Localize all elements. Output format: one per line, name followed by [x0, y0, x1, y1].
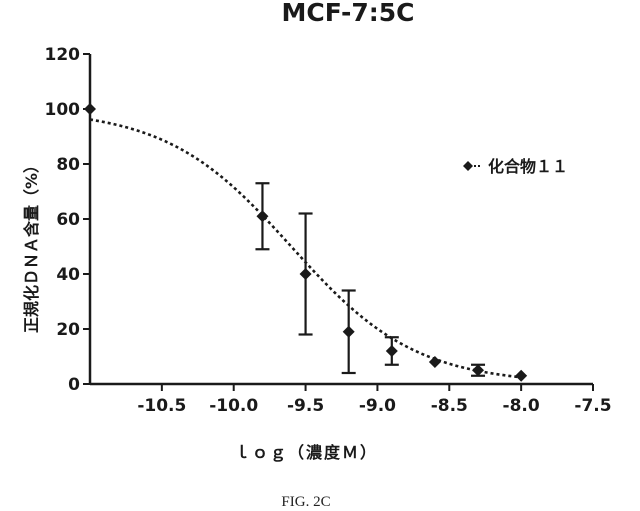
y-tick-label: 80 — [56, 155, 80, 175]
axes: 0 20 40 60 80 100 120 -10.5 -10.0 -9.5 -9.0 -8.5 -8.… — [45, 45, 612, 416]
error-bars — [255, 183, 485, 376]
figure-caption: FIG. 2C — [281, 494, 330, 510]
y-tick-label: 120 — [45, 45, 81, 65]
x-tick-label: -8.0 — [503, 396, 540, 416]
x-tick-label: -9.5 — [287, 396, 324, 416]
data-point — [84, 103, 96, 115]
data-point — [515, 370, 527, 382]
chart-title: MCF-7:5C — [281, 0, 414, 27]
data-point — [386, 345, 398, 357]
y-tick-label: 100 — [45, 100, 81, 120]
y-tick-label: 0 — [68, 375, 80, 395]
y-tick-label: 20 — [56, 320, 80, 340]
x-tick-label: -7.5 — [574, 396, 611, 416]
x-tick-label: -10.5 — [137, 396, 186, 416]
y-axis-label: 正規化ＤＮＡ含量（%） — [22, 157, 41, 333]
legend: 化合物１１ — [463, 157, 568, 176]
legend-marker — [463, 161, 473, 171]
legend-label: 化合物１１ — [488, 157, 568, 176]
x-tick-label: -10.0 — [209, 396, 258, 416]
x-tick-label: -8.5 — [431, 396, 468, 416]
x-tick-label: -9.0 — [359, 396, 396, 416]
data-point — [300, 268, 312, 280]
data-point — [472, 364, 484, 376]
data-point — [256, 210, 268, 222]
x-axis-label: ｌｏｇ（濃度Ｍ） — [234, 443, 378, 463]
y-tick-label: 60 — [56, 210, 80, 230]
data-point — [343, 326, 355, 338]
y-tick-label: 40 — [56, 265, 80, 285]
data-point — [429, 356, 441, 368]
